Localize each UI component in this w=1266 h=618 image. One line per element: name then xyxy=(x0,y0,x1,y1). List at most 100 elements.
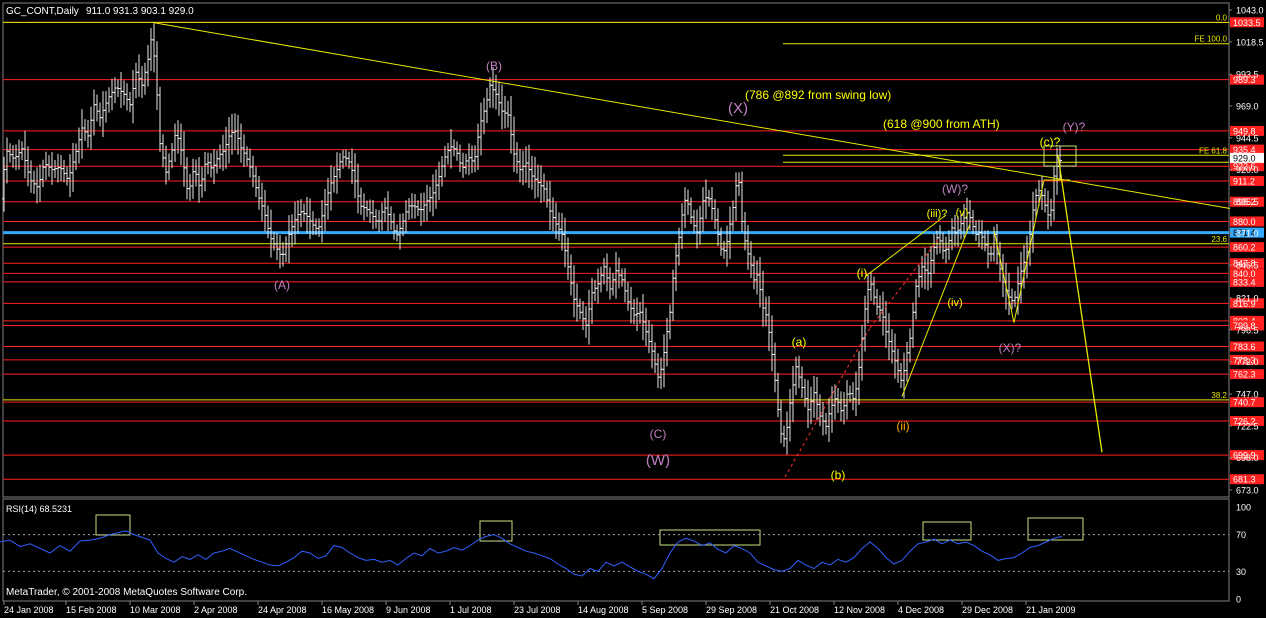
price-level-label: 989.3 xyxy=(1233,75,1256,85)
wave-label: (B) xyxy=(486,59,502,73)
price-level-label: 880.0 xyxy=(1233,217,1256,227)
x-tick-label: 1 Jul 2008 xyxy=(450,605,492,615)
wave-label: (X) xyxy=(728,100,748,117)
price-level-tag xyxy=(1230,125,1264,136)
price-level-label: 699.9 xyxy=(1233,451,1256,461)
fib-level-label: 23.6 xyxy=(1211,235,1227,244)
x-tick-label: 10 Mar 2008 xyxy=(130,605,181,615)
wave-label: (C) xyxy=(650,427,667,441)
price-level-tag xyxy=(1230,161,1264,172)
price-level-label: 847.8 xyxy=(1233,259,1256,269)
price-level-label: 783.6 xyxy=(1233,342,1256,352)
price-level-label: 726.2 xyxy=(1233,416,1256,426)
y-tick-label: 747.0 xyxy=(1236,390,1259,400)
price-level-tag xyxy=(1230,415,1264,426)
y-tick-label: 821.0 xyxy=(1236,294,1259,304)
y-tick-label: 1043.0 xyxy=(1236,6,1264,16)
wave-dashed-line xyxy=(869,236,941,329)
price-level-tag xyxy=(1230,17,1264,28)
y-tick-label: 722.5 xyxy=(1236,421,1259,431)
y-tick-label: 944.5 xyxy=(1236,133,1259,143)
trend-line xyxy=(151,21,1231,209)
price-level-label: 860.2 xyxy=(1233,243,1256,253)
price-level-label: 681.3 xyxy=(1233,475,1256,485)
chart-annotation: (786 @892 from swing low) xyxy=(745,88,891,102)
x-tick-label: 23 Jul 2008 xyxy=(514,605,561,615)
y-tick-label: 993.5 xyxy=(1236,70,1259,80)
y-tick-label: 796.5 xyxy=(1236,325,1259,335)
wave-dashed-line xyxy=(784,327,871,478)
rsi-tick-label: 70 xyxy=(1236,530,1246,540)
chart-annotation: (618 @900 from ATH) xyxy=(883,117,1000,131)
projection-line xyxy=(1057,155,1103,453)
support-tag xyxy=(1230,227,1264,238)
price-level-label: 895.2 xyxy=(1233,197,1256,207)
rsi-plot-frame xyxy=(2,498,1230,602)
x-tick-label: 16 May 2008 xyxy=(322,605,374,615)
rsi-tick-label: 100 xyxy=(1236,503,1251,513)
x-tick-label: 15 Feb 2008 xyxy=(66,605,117,615)
x-tick-label: 21 Jan 2009 xyxy=(1026,605,1076,615)
x-tick-label: 5 Sep 2008 xyxy=(642,605,688,615)
current-price-label: 929.0 xyxy=(1233,153,1256,163)
x-tick-label: 9 Jun 2008 xyxy=(386,605,431,615)
wave-label: (W)? xyxy=(942,182,968,196)
price-level-label: 833.4 xyxy=(1233,277,1256,287)
rsi-title: RSI(14) 68.5231 xyxy=(6,504,72,514)
copyright-text: MetaTrader, © 2001-2008 MetaQuotes Softw… xyxy=(6,587,247,598)
wave-channel-line xyxy=(1013,179,1045,323)
price-level-tag xyxy=(1230,450,1264,461)
price-level-tag xyxy=(1230,276,1264,287)
wave-label: (iii)? xyxy=(927,208,948,220)
wave-label: (Y)? xyxy=(1063,120,1086,134)
wave-channel-line xyxy=(993,230,1015,323)
fib-level-label: 38.2 xyxy=(1211,391,1227,400)
price-level-label: 1033.5 xyxy=(1233,18,1261,28)
wave-channel-line xyxy=(901,223,971,397)
y-tick-label: 673.0 xyxy=(1236,486,1259,496)
rsi-line xyxy=(0,530,1063,580)
y-tick-label: 871.0 xyxy=(1236,229,1259,239)
y-tick-label: 969.0 xyxy=(1236,102,1259,112)
fib-level-label: 0.0 xyxy=(1216,13,1228,22)
y-tick-label: 895.5 xyxy=(1236,197,1259,207)
price-level-tag xyxy=(1230,196,1264,207)
price-level-label: 816.9 xyxy=(1233,299,1256,309)
price-level-label: 799.8 xyxy=(1233,321,1256,331)
wave-label: (W) xyxy=(646,452,670,469)
wave-label: (iv) xyxy=(947,297,962,309)
price-level-tag xyxy=(1230,216,1264,227)
price-level-tag xyxy=(1230,341,1264,352)
support-label: 871.4 xyxy=(1233,228,1256,238)
wave-label: (a) xyxy=(792,335,807,349)
x-tick-label: 14 Aug 2008 xyxy=(578,605,629,615)
price-level-tag xyxy=(1230,320,1264,331)
price-level-label: 911.2 xyxy=(1233,176,1255,186)
y-tick-label: 772.0 xyxy=(1236,357,1259,367)
fib-level-label: FE 100.0 xyxy=(1195,35,1228,44)
price-level-label: 935.4 xyxy=(1233,145,1256,155)
price-level-label: 949.8 xyxy=(1233,126,1256,136)
y-tick-label: 846.5 xyxy=(1236,260,1259,270)
price-level-tag xyxy=(1230,258,1264,269)
price-level-tag xyxy=(1230,369,1264,380)
price-level-tag xyxy=(1230,74,1264,85)
y-tick-label: 920.0 xyxy=(1236,165,1259,175)
x-tick-label: 2 Apr 2008 xyxy=(194,605,238,615)
y-tick-label: 1018.5 xyxy=(1236,37,1264,47)
x-tick-label: 24 Apr 2008 xyxy=(258,605,307,615)
x-tick-label: 21 Oct 2008 xyxy=(770,605,819,615)
wave-label: (i) xyxy=(857,266,868,280)
wave-label: (X)? xyxy=(999,341,1022,355)
price-level-label: 773.3 xyxy=(1233,355,1256,365)
current-price-tag xyxy=(1230,152,1264,163)
x-tick-label: 29 Dec 2008 xyxy=(962,605,1013,615)
price-level-tag xyxy=(1230,354,1264,365)
price-level-tag xyxy=(1230,474,1264,485)
y-tick-label: 698.0 xyxy=(1236,453,1259,463)
wave-channel-line xyxy=(865,214,947,277)
highlight-boxes xyxy=(95,145,1084,546)
chart-ohlc: 911.0 931.3 903.1 929.0 xyxy=(86,6,194,17)
price-level-label: 762.3 xyxy=(1233,370,1256,380)
